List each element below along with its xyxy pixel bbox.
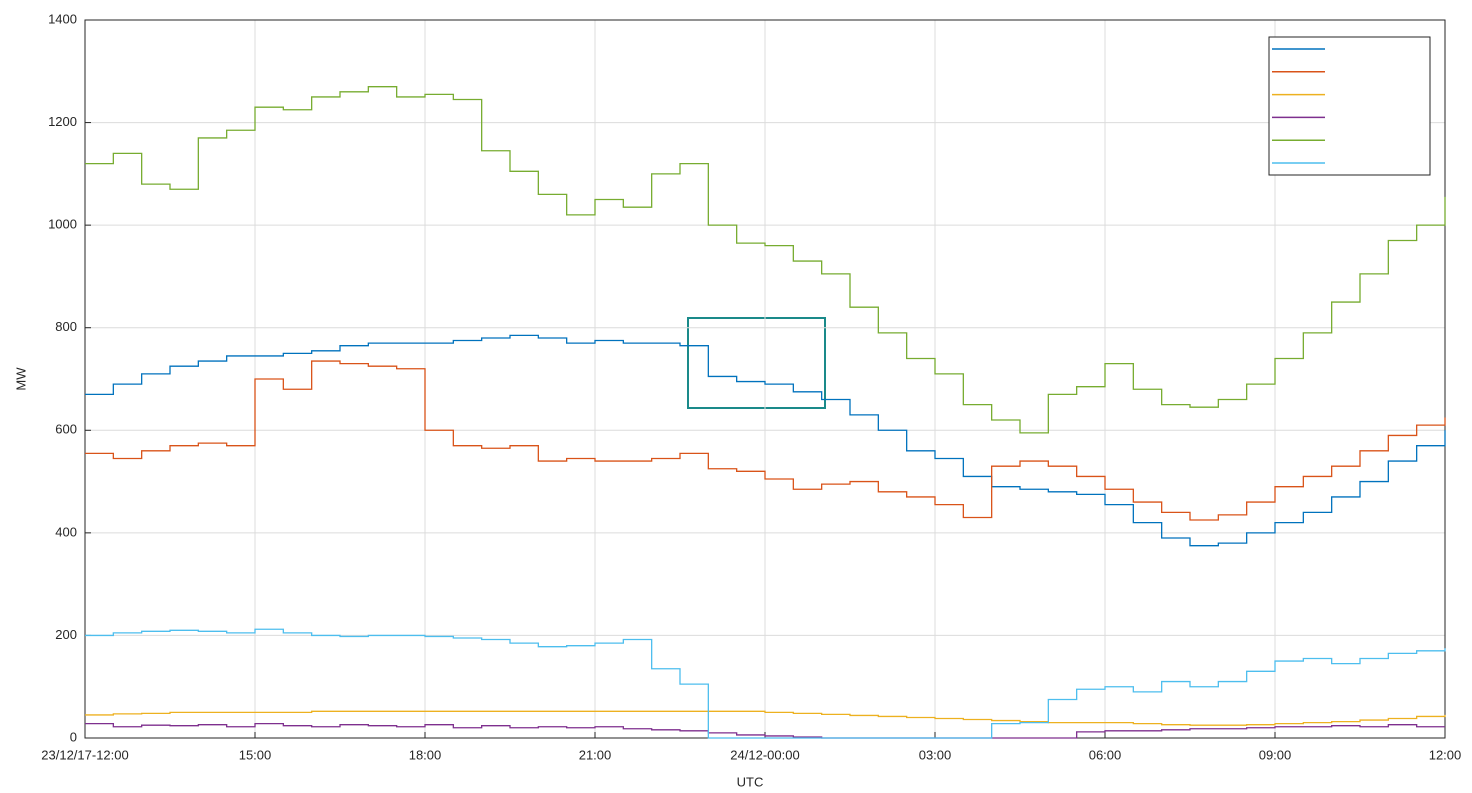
series-line	[85, 710, 1446, 726]
series-line	[85, 628, 1446, 739]
x-tick-label: 23/12/17-12:00	[41, 747, 128, 762]
x-tick-label: 03:00	[919, 747, 952, 762]
x-tick-label: 12:00	[1429, 747, 1462, 762]
x-axis-label: UTC	[737, 774, 764, 789]
highlight-box	[687, 317, 826, 409]
x-tick-label: 09:00	[1259, 747, 1292, 762]
y-tick-label: 400	[55, 524, 77, 539]
x-tick-label: 18:00	[409, 747, 442, 762]
x-tick-label: 24/12-00:00	[730, 747, 799, 762]
y-tick-label: 600	[55, 422, 77, 437]
y-tick-label: 1000	[48, 217, 77, 232]
y-tick-label: 800	[55, 319, 77, 334]
x-tick-label: 06:00	[1089, 747, 1122, 762]
x-tick-label: 15:00	[239, 747, 272, 762]
series-line	[85, 360, 1446, 521]
series-line	[85, 334, 1446, 547]
series-line	[85, 722, 1445, 739]
y-tick-label: 1200	[48, 114, 77, 129]
y-tick-label: 0	[70, 729, 77, 744]
y-tick-label: 1400	[48, 11, 77, 26]
series-line	[85, 86, 1446, 434]
y-axis-label: MW	[13, 367, 28, 391]
x-tick-label: 21:00	[579, 747, 612, 762]
legend-box	[1268, 36, 1431, 176]
y-tick-label: 200	[55, 627, 77, 642]
